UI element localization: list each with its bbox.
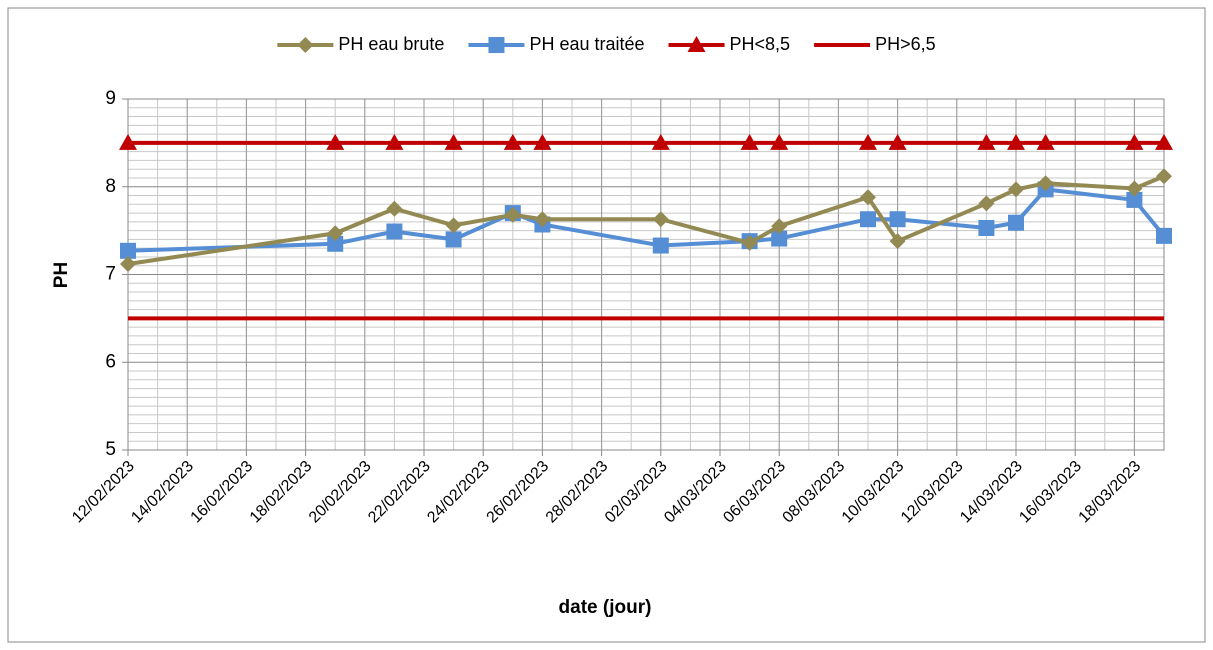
legend-item: PH>6,5 [814,34,936,54]
marker [120,255,136,272]
marker [1126,191,1143,208]
marker [740,133,759,150]
marker [1007,133,1025,150]
y-tick-label: 8 [105,176,116,197]
marker [385,133,404,150]
marker [534,211,551,228]
grid [127,98,1164,451]
marker [978,195,995,212]
legend-label: PH<8,5 [730,34,791,54]
marker [1008,181,1024,198]
marker [771,230,788,247]
marker [503,133,522,150]
marker [1126,180,1143,197]
marker [1125,133,1144,150]
marker [533,133,552,150]
marker [859,133,877,150]
marker [770,133,789,150]
marker [327,225,344,242]
marker [687,36,706,52]
marker [1036,133,1055,150]
y-tick-label: 5 [105,439,116,460]
marker [651,133,670,150]
marker [978,219,995,236]
legend-label: PH eau traitée [529,34,644,54]
marker [445,217,462,234]
marker [386,200,403,217]
chart-frame [7,7,1206,643]
legend-label: PH>6,5 [875,34,936,54]
marker [326,133,345,150]
series-line [127,187,1166,253]
marker [445,231,462,248]
marker [1156,227,1172,244]
series [120,168,1172,272]
marker [860,189,876,206]
marker [386,223,403,240]
marker [652,211,669,228]
marker [1155,133,1173,150]
plot-border [127,98,1165,451]
marker [444,133,463,150]
marker [652,237,669,254]
legend-label: PH eau brute [338,34,444,54]
marker [297,37,314,53]
marker [119,133,137,150]
marker [889,211,906,228]
y-tick-label: 6 [105,351,116,372]
marker [888,133,907,150]
y-tick-label: 9 [105,88,116,109]
marker [327,235,344,252]
marker [488,37,505,53]
x-axis-label: date (jour) [559,597,652,618]
marker [977,133,996,150]
marker [1037,175,1054,192]
marker [504,206,521,223]
legend-item: PH eau traitée [468,34,645,54]
marker [741,234,758,251]
y-axis-label: PH [51,262,72,288]
marker [1156,168,1172,185]
legend: PH eau brute PH eau traitée PH<8,5 PH>6,5 [277,34,936,54]
marker [889,233,906,250]
marker [860,211,876,228]
marker [771,218,788,235]
y-tick-label: 7 [105,264,116,285]
legend-item: PH eau brute [277,34,444,54]
legend-item: PH<8,5 [668,34,791,54]
series [119,133,1173,150]
marker [120,242,136,259]
series-line [127,174,1165,266]
marker [1008,214,1024,231]
